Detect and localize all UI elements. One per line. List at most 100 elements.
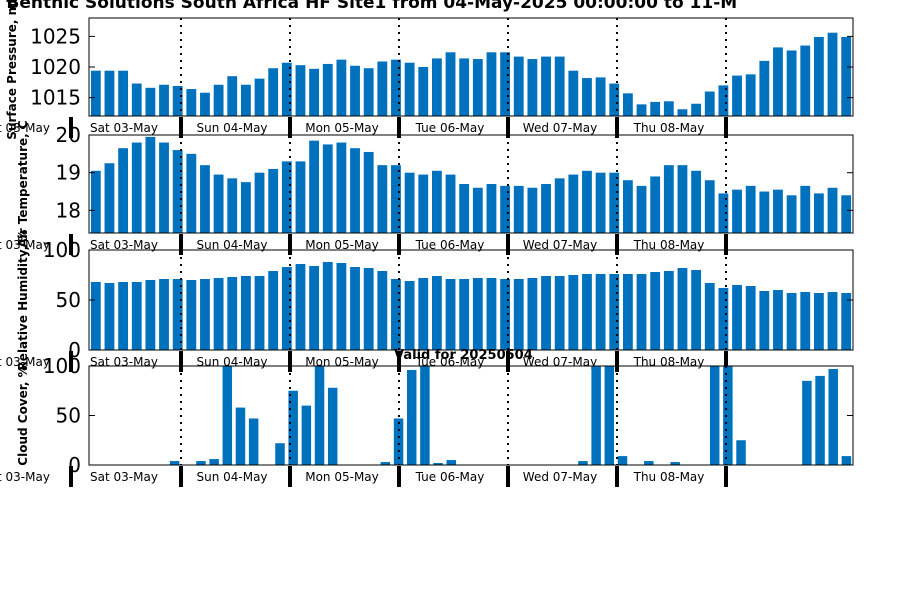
data-bar: [118, 148, 129, 233]
day-label: Thu 08-May: [633, 470, 705, 484]
data-bar: [513, 185, 524, 233]
data-bar: [431, 58, 442, 116]
data-bar: [677, 268, 688, 350]
data-bar: [336, 263, 347, 350]
data-bar: [200, 279, 210, 350]
data-bar: [718, 85, 729, 117]
y-tick-label: 1025: [30, 24, 81, 48]
data-bar: [172, 279, 183, 350]
data-bar: [309, 140, 320, 233]
data-bar: [663, 101, 674, 116]
data-bar: [404, 281, 415, 350]
data-bar: [617, 456, 628, 465]
y-axis-label: Relative Humidity, %: [16, 230, 30, 371]
data-bar: [186, 89, 197, 116]
data-bar: [591, 366, 601, 465]
data-bar: [527, 59, 538, 116]
y-tick-label: 18: [56, 198, 81, 222]
y-tick-label: 50: [56, 404, 81, 428]
data-bar: [459, 279, 470, 350]
data-bar: [841, 36, 852, 116]
data-bar: [704, 180, 715, 233]
data-bar: [786, 293, 797, 350]
valid-annotation: Valid for 20250504: [394, 348, 533, 363]
data-bar: [841, 456, 852, 465]
data-bar: [281, 161, 292, 233]
data-bar: [268, 68, 279, 116]
y-tick-label: 1015: [30, 86, 81, 110]
data-bar: [445, 174, 456, 233]
data-bar: [459, 58, 470, 116]
data-bar: [745, 185, 756, 233]
data-bar: [336, 59, 347, 116]
data-bar: [486, 184, 497, 233]
data-bar: [159, 279, 169, 350]
data-bar: [800, 292, 811, 350]
data-bar: [322, 63, 333, 116]
data-bar: [288, 390, 298, 465]
data-bar: [145, 87, 156, 116]
data-bar: [445, 52, 456, 116]
data-bar: [145, 280, 156, 350]
data-bar: [732, 75, 742, 116]
data-bar: [391, 59, 401, 116]
data-bar: [582, 78, 592, 116]
y-tick-label: 50: [56, 288, 81, 312]
data-bar: [213, 84, 224, 116]
data-bar: [118, 282, 129, 350]
data-bar: [813, 293, 824, 350]
data-bar: [322, 262, 333, 350]
data-bar: [350, 148, 360, 233]
data-bar: [209, 459, 219, 465]
day-label: Mon 05-May: [305, 121, 379, 135]
data-bar: [104, 163, 115, 233]
data-bar: [827, 32, 838, 117]
data-bar: [650, 101, 661, 116]
data-bar: [841, 195, 852, 233]
data-bar: [145, 136, 156, 233]
data-bar: [104, 283, 115, 350]
data-bar: [90, 170, 101, 233]
chart-title: o: Benthic Solutions South Africa HF Sit…: [0, 0, 737, 13]
data-bar: [670, 462, 680, 465]
data-bar: [786, 195, 797, 233]
data-bar: [691, 103, 702, 116]
data-bar: [380, 462, 391, 465]
data-bar: [704, 283, 715, 350]
day-label: Sat 03-May: [0, 121, 50, 135]
data-bar: [186, 280, 197, 350]
data-bar: [554, 276, 565, 350]
data-bar: [827, 187, 838, 233]
data-bar: [104, 70, 115, 116]
data-bar: [650, 272, 661, 350]
data-bar: [541, 276, 551, 350]
day-label: Wed 07-May: [523, 238, 597, 252]
data-bar: [609, 83, 620, 116]
data-bar: [759, 60, 770, 117]
y-axis-label: Cloud Cover, %: [16, 365, 30, 465]
day-label: Sat 03-May: [90, 121, 158, 135]
data-bar: [235, 407, 246, 465]
day-label: Sat 03-May: [0, 355, 50, 369]
y-axis-label: Surface Pressure, mb: [5, 0, 19, 140]
data-bar: [431, 276, 442, 350]
y-tick-label: 100: [43, 238, 81, 262]
data-bar: [486, 278, 497, 350]
data-bar: [636, 104, 647, 116]
data-bar: [314, 366, 325, 465]
y-tick-label: 100: [43, 354, 81, 378]
data-bar: [281, 267, 292, 350]
data-bar: [691, 170, 702, 233]
day-label: Wed 07-May: [523, 121, 597, 135]
data-bar: [309, 68, 320, 116]
data-bar: [420, 366, 430, 465]
data-bar: [472, 278, 483, 350]
data-bar: [773, 189, 783, 233]
data-bar: [322, 144, 333, 233]
data-bar: [513, 279, 524, 350]
data-bar: [268, 168, 279, 233]
